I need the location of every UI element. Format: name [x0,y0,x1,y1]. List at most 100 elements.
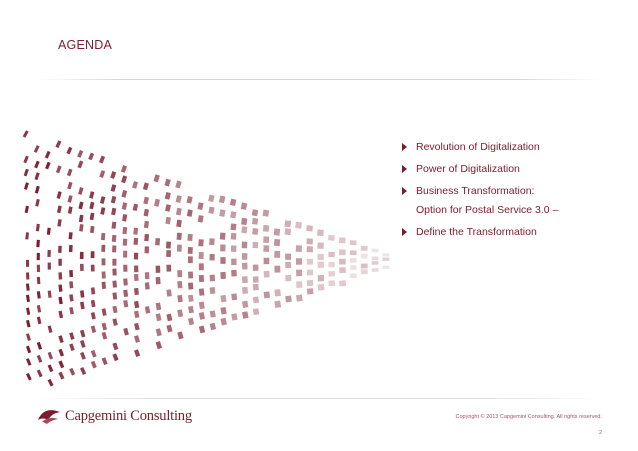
wave-pixel [306,258,314,265]
wave-pixel [155,328,162,337]
wave-pixel [111,234,117,243]
wave-pixel [58,296,63,305]
wave-pixel [35,198,40,207]
wave-pixel [25,232,29,240]
wave-pixel [123,264,128,272]
wave-pixel [164,178,171,187]
wave-pixel [112,318,118,326]
wave-pixel [274,250,281,258]
wave-pixel [69,270,74,278]
wave-pixel [274,289,281,297]
wave-pixel [34,185,40,194]
wave-pixel [284,220,292,228]
wave-pixel [209,310,216,318]
wave-pixel [101,357,108,366]
wave-pixel [230,232,237,240]
wave-pixel [176,232,182,241]
wave-pixel [133,287,139,296]
agenda-list: Revolution of Digitalization Power of Di… [402,138,558,245]
wave-pixel [36,264,41,272]
wave-pixel [123,278,128,286]
wave-pixel [144,246,150,254]
wave-pixel [285,261,292,269]
wave-pixel [155,276,161,285]
wave-pixel [58,310,64,319]
wave-pixel [36,291,41,299]
wave-pixel [88,152,95,161]
wave-pixel [339,267,346,274]
wave-pixel [328,280,336,287]
logo-text: Capgemini Consulting [65,407,192,424]
wave-pixel [338,237,346,244]
pixel-wave-graphic [22,130,390,387]
wave-pixel [350,258,357,263]
wave-pixel [134,310,140,319]
wave-pixel [144,234,150,242]
page-number: 2 [598,430,602,436]
wave-pixel [67,206,73,214]
wave-pixel [317,253,324,261]
slide-title: AGENDA [58,38,112,52]
wave-pixel [187,247,193,254]
wave-pixel [306,225,313,232]
wave-pixel [219,232,226,240]
wave-pixel [26,259,30,267]
wave-pixel [371,248,379,253]
wave-pixel [90,349,97,358]
wave-pixel [133,237,139,245]
wave-pixel [241,311,249,319]
wave-pixel [122,238,128,246]
wave-pixel [209,253,215,261]
wave-pixel [23,155,29,164]
wave-pixel [23,168,29,177]
wave-pixel [209,238,215,246]
wave-pixel [208,206,215,214]
wave-pixel [56,191,62,199]
wave-pixel [382,265,390,269]
wave-pixel [252,276,259,283]
wave-pixel [47,378,54,387]
wave-pixel [58,284,63,292]
wave-pixel [350,265,357,270]
wave-pixel [198,263,204,271]
wave-pixel [164,191,171,200]
wave-pixel [133,227,139,235]
wave-pixel [187,294,194,302]
wave-pixel [78,187,84,195]
wave-pixel [198,274,205,283]
wave-pixel [111,221,117,229]
wave-pixel [263,236,270,244]
wave-pixel [112,280,117,288]
wave-pixel [112,258,117,266]
wave-pixel [24,182,29,190]
wave-pixel [273,239,281,247]
wave-pixel [252,241,259,249]
wave-pixel [134,300,140,309]
wave-pixel [68,232,73,240]
wave-pixel [55,140,62,149]
wave-pixel [360,263,368,269]
wave-pixel [263,270,270,278]
wave-pixel [230,245,237,253]
wave-pixel [186,209,193,217]
wave-pixel [198,312,205,320]
wave-pixel [187,256,193,264]
wave-pixel [89,201,95,210]
wave-pixel [165,204,171,212]
wave-pixel [360,245,368,251]
wave-pixel [133,265,139,273]
wave-pixel [46,227,51,235]
wave-pixel [121,175,128,184]
wave-pixel [229,198,237,206]
wave-pixel [33,145,40,153]
wave-pixel [209,322,217,331]
wave-pixel [26,272,30,280]
agenda-item-continuation: Option for Postal Service 3.0 – [416,204,559,216]
wave-pixel [58,245,62,253]
wave-pixel [79,351,86,360]
wave-pixel [35,223,40,232]
wave-pixel [166,264,172,272]
wave-pixel [231,293,238,301]
wave-pixel [56,205,62,214]
